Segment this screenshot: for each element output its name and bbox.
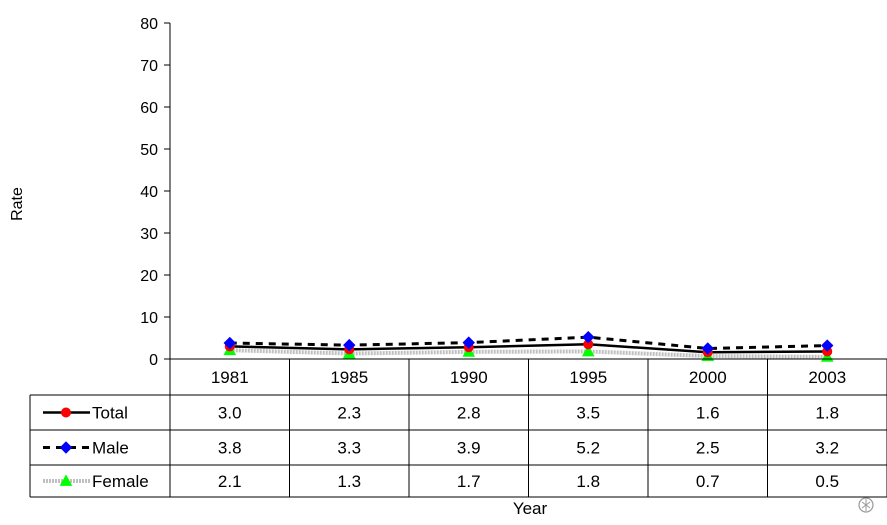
y-tick-label: 60 — [140, 100, 158, 117]
y-tick-label: 40 — [140, 184, 158, 201]
x-category-label: 1990 — [450, 368, 488, 387]
data-table-cell-total: 1.6 — [696, 404, 720, 423]
data-table-cell-male: 3.9 — [457, 439, 481, 458]
data-table-cell-total: 3.0 — [218, 404, 242, 423]
watermark-logo — [858, 497, 874, 513]
data-point-male — [582, 330, 595, 344]
data-table-cell-male: 2.5 — [696, 439, 720, 458]
data-table-cell-female: 2.1 — [218, 472, 242, 491]
data-table-cell-male: 3.3 — [337, 439, 361, 458]
legend-marker-female — [59, 474, 73, 486]
data-table-cell-female: 0.5 — [815, 472, 839, 491]
legend-label-male: Male — [92, 439, 129, 458]
y-tick-label: 70 — [140, 58, 158, 75]
data-table-cell-total: 3.5 — [576, 404, 600, 423]
y-tick-label: 80 — [140, 16, 158, 33]
y-tick-label: 0 — [149, 352, 158, 369]
data-point-male — [343, 338, 356, 352]
x-category-label: 1981 — [211, 368, 249, 387]
data-table-cell-total: 2.8 — [457, 404, 481, 423]
legend-label-total: Total — [92, 404, 128, 423]
data-point-female — [581, 344, 595, 357]
data-point-male — [462, 336, 475, 349]
data-table-cell-total: 2.3 — [337, 404, 361, 423]
data-table-cell-male: 3.2 — [815, 439, 839, 458]
y-tick-label: 20 — [140, 268, 158, 285]
data-table-cell-female: 1.7 — [457, 472, 481, 491]
series-line-total — [229, 343, 828, 354]
x-category-label: 2003 — [808, 368, 846, 387]
y-tick-label: 10 — [140, 310, 158, 327]
data-point-male — [701, 342, 714, 355]
y-tick-label: 50 — [140, 142, 158, 159]
legend-marker-total — [61, 407, 71, 418]
data-point-male — [821, 339, 834, 352]
data-point-male — [223, 336, 236, 350]
y-axis-label: Rate — [9, 187, 26, 221]
x-category-label: 2000 — [689, 368, 727, 387]
data-table-cell-female: 1.3 — [337, 472, 361, 491]
data-table-cell-male: 3.8 — [218, 439, 242, 458]
data-table-cell-male: 5.2 — [576, 439, 600, 458]
y-tick-label: 30 — [140, 226, 158, 243]
series-line-female — [229, 348, 828, 359]
x-category-label: 1985 — [330, 368, 368, 387]
series-line-male — [229, 335, 828, 351]
data-table-cell-total: 1.8 — [815, 404, 839, 423]
legend-marker-male — [59, 441, 73, 454]
x-category-label: 1995 — [569, 368, 607, 387]
legend-label-female: Female — [92, 472, 149, 491]
data-table-cell-female: 0.7 — [696, 472, 720, 491]
x-axis-label: Year — [513, 499, 548, 518]
data-table-cell-female: 1.8 — [576, 472, 600, 491]
